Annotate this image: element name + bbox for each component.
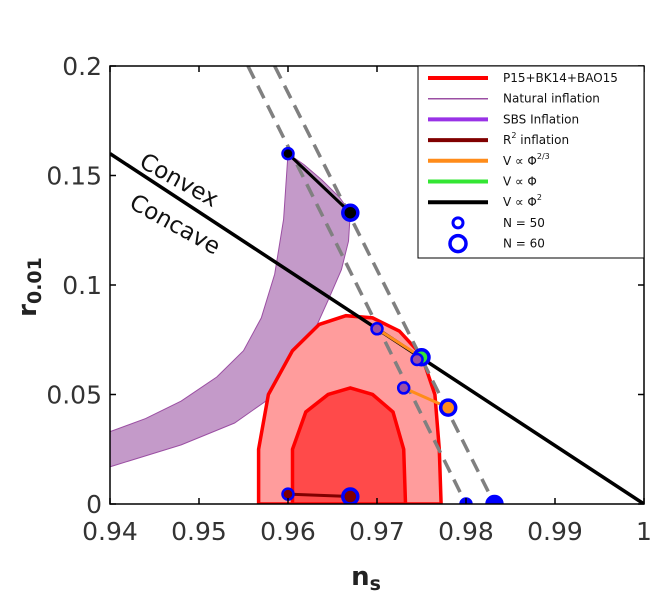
legend-label-text-1: Natural inflation — [503, 92, 600, 106]
x-tick-label-4: 0.98 — [438, 517, 494, 546]
legend-label-sup-6: 2 — [537, 193, 542, 202]
y-axis-title: r0.01 — [13, 257, 46, 317]
legend-label-sup-3: 2 — [511, 131, 516, 140]
x-tick-label-1: 0.95 — [171, 517, 227, 546]
legend-label-1: Natural inflation — [503, 92, 600, 106]
natural-inflation-band — [110, 152, 351, 468]
x-tick-label-2: 0.96 — [260, 517, 316, 546]
data-point-6 — [438, 398, 458, 417]
data-point-1 — [341, 203, 360, 222]
y-tick-label-3: 0.15 — [46, 162, 102, 191]
legend-label-text-5: V ∝ Φ — [503, 175, 537, 189]
x-tick-label-5: 0.99 — [527, 517, 583, 546]
plot-layer — [110, 66, 644, 504]
legend-label-text-4: V ∝ Φ — [503, 154, 537, 168]
legend-label-5: V ∝ Φ — [503, 175, 537, 189]
legend-label-3: R2 inflation — [503, 131, 569, 147]
y-tick-label-2: 0.1 — [62, 271, 102, 300]
model-line-3 — [287, 492, 351, 499]
legend-label-4: V ∝ Φ2/3 — [503, 152, 550, 168]
n-line-50 — [246, 66, 468, 504]
legend-label-8: N = 60 — [503, 237, 545, 251]
legend-label-text-2: SBS Inflation — [503, 112, 579, 126]
x-tick-label-6: 1 — [636, 517, 652, 546]
data-point-2 — [370, 322, 384, 336]
legend-swatch-7 — [451, 216, 465, 230]
legend-label-2: SBS Inflation — [503, 112, 579, 126]
data-point-5 — [396, 381, 411, 395]
x-tick-label-0: 0.94 — [82, 517, 138, 546]
data-point-7 — [281, 487, 295, 501]
y-tick-label-0: 0 — [86, 490, 102, 519]
legend-label-text-6: V ∝ Φ — [503, 195, 537, 209]
y-tick-label-4: 0.2 — [62, 52, 102, 81]
data-point-0 — [281, 146, 295, 161]
data-point-4 — [410, 352, 424, 367]
data-point-8 — [341, 487, 360, 504]
legend-label-6: V ∝ Φ2 — [503, 193, 542, 209]
x-axis-title: ns — [351, 562, 381, 592]
legend-label-0: P15+BK14+BAO15 — [503, 71, 618, 85]
legend-label-text-3: R — [503, 133, 511, 147]
legend-label-7: N = 50 — [503, 216, 545, 230]
data-point-10 — [485, 494, 504, 504]
legend-label-suffix-3: inflation — [516, 133, 569, 147]
model-line-0 — [286, 152, 352, 214]
legend-label-text-0: P15+BK14+BAO15 — [503, 71, 618, 85]
x-tick-label-3: 0.97 — [349, 517, 405, 546]
contour-68 — [290, 386, 408, 504]
y-tick-label-1: 0.05 — [46, 381, 102, 410]
legend: P15+BK14+BAO15 Natural inflation SBS Infla… — [417, 65, 645, 259]
legend-swatch-8 — [448, 233, 468, 254]
axis-ticks: 0.94 0.95 0.96 0.97 0.98 0.99 1 0 0.05 0.1 0.15 0.2 — [46, 52, 652, 546]
n-line-60 — [273, 66, 497, 504]
legend-label-text-8: N = 60 — [503, 237, 545, 251]
legend-label-sup-4: 2/3 — [537, 152, 550, 161]
legend-label-text-7: N = 50 — [503, 216, 545, 230]
